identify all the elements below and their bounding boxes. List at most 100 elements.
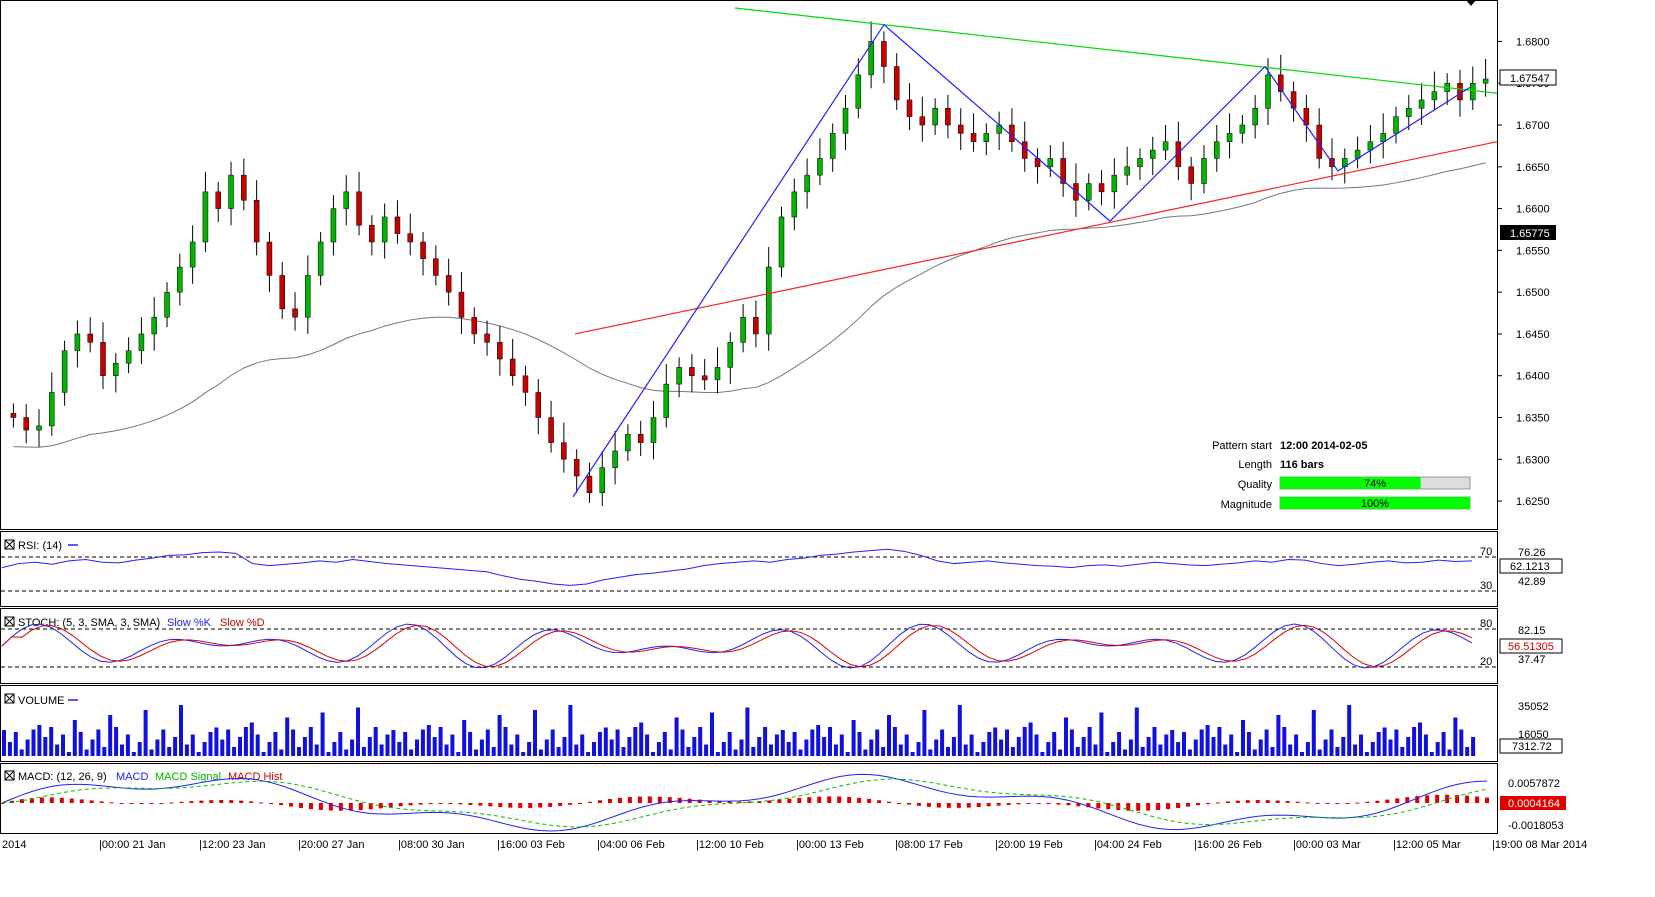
- price-tick-label: 1.6650: [1516, 162, 1550, 174]
- volume-bar: [556, 747, 561, 756]
- volume-bar: [1170, 730, 1175, 756]
- stoch-current-value: 56.51305: [1508, 641, 1554, 653]
- volume-bar: [196, 752, 201, 756]
- pattern-start-value: 12:00 2014-02-05: [1280, 440, 1367, 452]
- candle: [343, 175, 349, 226]
- macd-hist-bar: [209, 800, 214, 803]
- volume-bar: [49, 727, 54, 756]
- macd-hist-bar: [1375, 800, 1380, 803]
- macd-hist-bar: [697, 799, 702, 803]
- macd-hist-bar: [1255, 800, 1260, 803]
- candle-body: [1265, 74, 1271, 109]
- stoch-axis-high: 82.15: [1518, 625, 1546, 637]
- volume-bar: [397, 742, 402, 756]
- volume-bar: [1064, 717, 1068, 756]
- volume-bar: [1359, 734, 1363, 756]
- volume-bar: [574, 744, 579, 756]
- volume-bar: [214, 727, 219, 756]
- pattern-info: Pattern start 12:00 2014-02-05 Length 11…: [1212, 440, 1471, 511]
- volume-bar: [1105, 752, 1110, 756]
- volume-bar: [161, 729, 166, 756]
- macd-hist-bar: [239, 800, 244, 803]
- candle-body: [1060, 158, 1066, 184]
- pattern-start-label: Pattern start: [1212, 440, 1272, 452]
- volume-bar: [37, 725, 42, 756]
- macd-current-tag: [1500, 796, 1566, 810]
- macd-hist-bar: [617, 797, 622, 803]
- candle-body: [983, 133, 990, 142]
- candle-body: [138, 333, 145, 351]
- candle: [100, 322, 106, 390]
- macd-hist-bar: [647, 796, 652, 803]
- volume-bar: [1193, 739, 1198, 756]
- macd-hist-bar: [328, 803, 333, 811]
- volume-bar: [1382, 727, 1387, 756]
- volume-bar: [609, 739, 614, 756]
- macd-hist-bar: [797, 797, 802, 803]
- pattern-zigzag: [572, 23, 1471, 498]
- macd-hist-bar: [368, 803, 373, 810]
- volume-bar: [875, 729, 880, 756]
- volume-bar: [1069, 729, 1074, 756]
- candle-body: [215, 191, 221, 209]
- candle-body: [1406, 108, 1412, 117]
- macd-axis-high: 0.0057872: [1508, 778, 1560, 790]
- volume-bar: [350, 739, 355, 756]
- macd-hist-bar: [817, 796, 822, 803]
- stoch-d-line: [1, 624, 1473, 668]
- volume-bar: [881, 747, 886, 756]
- volume-bar: [1388, 739, 1393, 756]
- candle: [932, 98, 938, 136]
- volume-bar: [1217, 727, 1222, 756]
- volume-bar: [1323, 739, 1328, 756]
- candle: [1470, 66, 1476, 110]
- volume-bar: [586, 752, 591, 756]
- scroll-marker-icon[interactable]: [1466, 0, 1476, 6]
- macd-hist-bar: [1395, 798, 1400, 803]
- macd-hist-bar: [528, 803, 533, 808]
- volume-bar: [1447, 749, 1452, 756]
- stoch-k-line: [1, 623, 1473, 669]
- last-price-value: 1.67547: [1510, 73, 1550, 85]
- candle-body: [317, 241, 324, 276]
- macd-hist-bar: [926, 803, 931, 807]
- candle-body: [420, 241, 426, 259]
- price-tick-label: 1.6300: [1516, 454, 1550, 466]
- candle-body: [1124, 166, 1130, 176]
- volume-bar: [928, 749, 933, 756]
- volume-bar: [432, 737, 437, 756]
- candle: [445, 258, 452, 306]
- volume-bar: [491, 747, 496, 756]
- volume-bar: [1235, 752, 1240, 756]
- volume-bar: [403, 732, 408, 756]
- candle: [1085, 173, 1092, 211]
- volume-bar: [786, 742, 791, 756]
- macd-hist-bar: [1485, 797, 1489, 803]
- macd-hist-bar: [289, 803, 294, 807]
- macd-hist-bar: [1265, 800, 1270, 803]
- time-tick-label: |20:00 27 Jan: [298, 839, 364, 851]
- time-tick-label: |00:00 03 Mar: [1293, 839, 1361, 851]
- volume-bar: [1246, 732, 1251, 756]
- candle: [1188, 156, 1194, 201]
- candle-body: [369, 225, 375, 243]
- volume-bar: [1341, 737, 1346, 756]
- stoch-d-legend: Slow %D: [220, 617, 265, 629]
- candle-body: [842, 108, 849, 134]
- volume-bar: [1311, 710, 1316, 756]
- volume-bar: [839, 734, 844, 756]
- volume-bar: [184, 744, 189, 756]
- volume-bar: [232, 747, 237, 756]
- volume-bar: [1205, 725, 1210, 756]
- volume-bar: [1046, 742, 1051, 756]
- candle: [561, 422, 567, 473]
- volume-bar: [804, 739, 809, 756]
- candle: [868, 21, 874, 89]
- candle-body: [10, 413, 17, 418]
- candle-body: [356, 191, 362, 226]
- macd-hist-bar: [1195, 803, 1200, 806]
- macd-hist-bar: [627, 797, 632, 803]
- macd-hist-bar: [69, 798, 74, 803]
- candle: [1278, 54, 1284, 102]
- macd-hist-bar: [1275, 800, 1280, 803]
